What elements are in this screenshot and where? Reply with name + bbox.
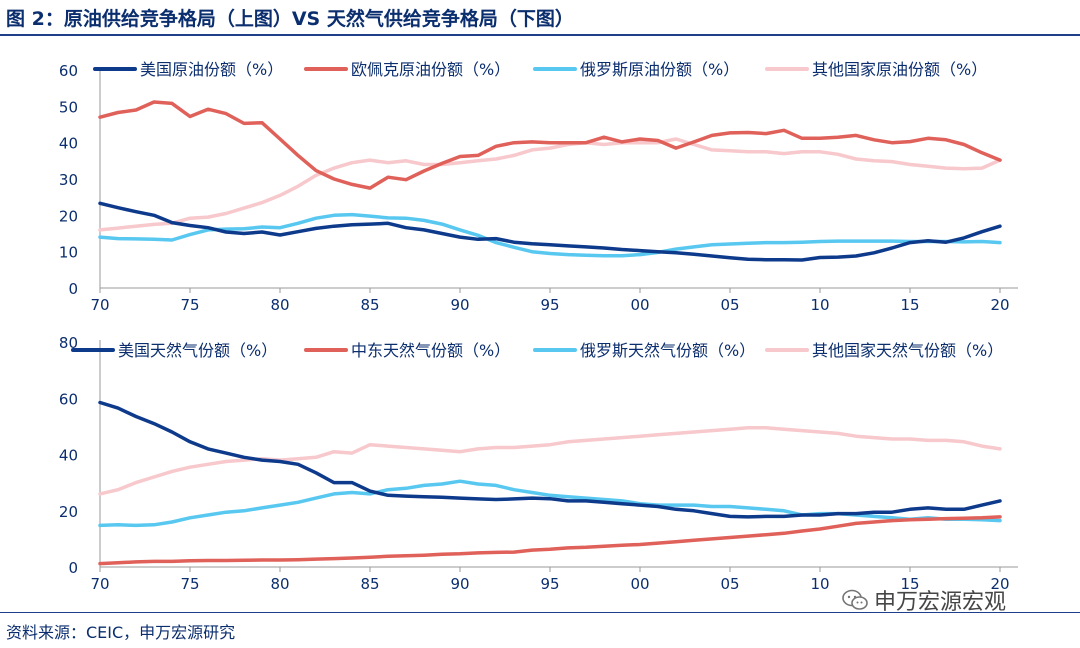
- gas-legend-label-1: 中东天然气份额（%）: [351, 341, 510, 360]
- gas-series-line-3: [98, 426, 1002, 496]
- oil-series-line-3: [98, 137, 1002, 232]
- gas-x-tick-label: 05: [720, 575, 739, 593]
- oil-y-tick-label: 20: [59, 207, 78, 225]
- gas-series-line-2: [98, 479, 1002, 528]
- gas-x-tick-label: 75: [180, 575, 199, 593]
- oil-legend-label-1: 欧佩克原油份额（%）: [351, 60, 510, 79]
- oil-y-tick-label: 10: [59, 244, 78, 262]
- page-title: 图 2：原油供给竞争格局（上图）VS 天然气供给竞争格局（下图）: [6, 8, 574, 30]
- oil-legend-label-3: 其他国家原油份额（%）: [812, 60, 987, 79]
- footer-divider: [0, 612, 1080, 613]
- oil-x-tick-label: 90: [450, 296, 469, 314]
- gas-y-tick-label: 0: [68, 559, 78, 577]
- gas-legend-label-2: 俄罗斯天然气份额（%）: [580, 341, 755, 360]
- gas-y-tick-label: 80: [59, 334, 78, 352]
- oil-x-tick-label: 85: [360, 296, 379, 314]
- gas-y-tick-label: 60: [59, 390, 78, 408]
- gas-x-tick-label: 15: [900, 575, 919, 593]
- oil-y-tick-label: 40: [59, 135, 78, 153]
- oil-series-line-0: [98, 201, 1002, 262]
- gas-x-tick-label: 90: [450, 575, 469, 593]
- gas-y-tick-label: 40: [59, 447, 78, 465]
- oil-x-tick-label: 95: [540, 296, 559, 314]
- oil-x-tick-label: 15: [900, 296, 919, 314]
- oil-x-tick-label: 70: [90, 296, 109, 314]
- oil-chart: 0 10 20 30 40 50 60 70 75 80 85 90 95 00 05 10 15 20 美国原油份…: [59, 60, 1018, 314]
- gas-x-tick-label: 00: [630, 575, 649, 593]
- gas-series-line-0: [98, 400, 1002, 519]
- oil-x-tick-label: 75: [180, 296, 199, 314]
- watermark: 申万宏源宏观: [842, 584, 1006, 616]
- oil-x-tick-label: 20: [990, 296, 1009, 314]
- oil-series-line-1: [98, 100, 1002, 190]
- oil-series-line-2: [98, 212, 1002, 258]
- gas-series-line-1: [98, 515, 1002, 566]
- oil-y-tick-label: 50: [59, 98, 78, 116]
- gas-x-tick-label: 95: [540, 575, 559, 593]
- gas-legend-label-3: 其他国家天然气份额（%）: [812, 341, 1003, 360]
- oil-y-tick-label: 0: [68, 280, 78, 298]
- oil-x-tick-label: 00: [630, 296, 649, 314]
- oil-x-tick-label: 05: [720, 296, 739, 314]
- gas-y-tick-label: 20: [59, 503, 78, 521]
- charts-canvas: 0 10 20 30 40 50 60 70 75 80 85 90 95 00 05 10 15 20 美国原油份…: [59, 60, 1018, 593]
- gas-x-tick-label: 10: [810, 575, 829, 593]
- watermark-text: 申万宏源宏观: [874, 590, 1007, 615]
- gas-chart: 0 20 40 60 80 70 75 80 85 90 95 00 05 10 15 20 美国天然气份额（%…: [59, 334, 1018, 593]
- oil-x-tick-label: 10: [810, 296, 829, 314]
- gas-x-tick-label: 20: [990, 575, 1009, 593]
- title-divider: [0, 34, 1080, 36]
- gas-x-tick-label: 80: [270, 575, 289, 593]
- oil-legend-label-0: 美国原油份额（%）: [140, 60, 283, 79]
- oil-y-tick-label: 60: [59, 62, 78, 80]
- oil-legend-label-2: 俄罗斯原油份额（%）: [580, 60, 739, 79]
- oil-x-tick-label: 80: [270, 296, 289, 314]
- gas-legend-label-0: 美国天然气份额（%）: [118, 341, 277, 360]
- gas-x-tick-label: 85: [360, 575, 379, 593]
- source-note: 资料来源：CEIC，申万宏源研究: [6, 623, 236, 642]
- gas-x-tick-label: 70: [90, 575, 109, 593]
- oil-y-tick-label: 30: [59, 171, 78, 189]
- wechat-logo-icon: [842, 589, 868, 610]
